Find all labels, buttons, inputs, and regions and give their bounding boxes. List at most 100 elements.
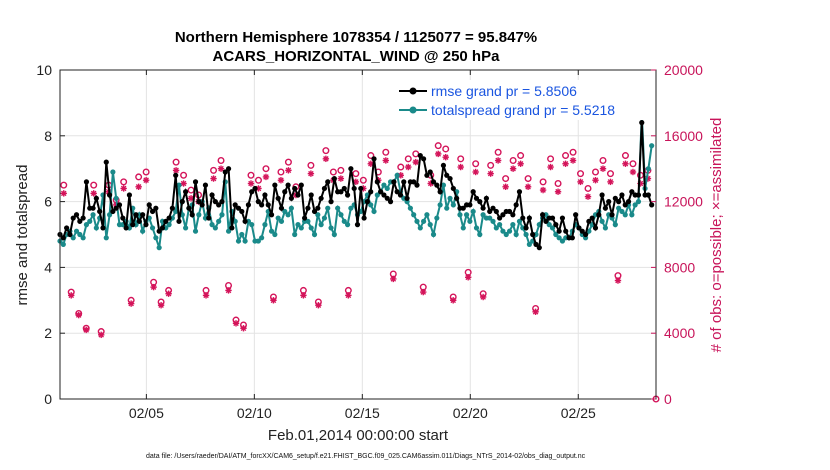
rmse-point [513, 202, 519, 208]
rmse-point [520, 215, 526, 221]
rmse-point [371, 156, 377, 162]
rmse-point [523, 225, 529, 231]
rmse-point [192, 179, 199, 185]
rmse-point [275, 195, 281, 201]
rmse-markers [57, 120, 655, 251]
rmse-point [232, 202, 238, 208]
obs-possible-point [487, 161, 495, 169]
rmse-point [225, 166, 232, 172]
rmse-point [146, 202, 152, 208]
rmse-point [625, 199, 632, 205]
rmse-point [510, 212, 516, 218]
totalspread-point [325, 205, 331, 211]
legend-marker-totalspread [409, 106, 417, 114]
totalspread-point [318, 222, 324, 228]
totalspread-point [235, 238, 242, 244]
rmse-point [450, 185, 456, 192]
x-tick-label: 02/15 [345, 405, 380, 421]
obs-assimilated-point [412, 158, 419, 166]
obs-possible-point [494, 148, 502, 156]
rmse-point [434, 182, 440, 188]
rmse-point [315, 205, 321, 211]
totalspread-point [166, 222, 172, 228]
totalspread-point [430, 231, 437, 238]
rmse-point [421, 156, 427, 162]
rmse-point [212, 199, 218, 205]
obs-assimilated-point [60, 190, 67, 197]
rmse-point [556, 228, 562, 234]
rmse-point [401, 179, 407, 185]
obs-assimilated-point [539, 186, 547, 194]
obs-possible-point [337, 166, 345, 174]
y2-tick-label: 12000 [664, 194, 703, 210]
totalspread-point [176, 182, 182, 188]
rmse-point [321, 185, 328, 192]
rmse-point [229, 225, 235, 231]
rmse-point [629, 189, 635, 195]
totalspread-point [622, 212, 628, 218]
rmse-point [156, 228, 162, 234]
totalspread-point [470, 208, 476, 215]
rmse-point [196, 199, 202, 205]
totalspread-point [546, 222, 552, 228]
obs-assimilated-point [172, 167, 180, 174]
obs-assimilated-point [382, 157, 389, 164]
rmse-point [199, 202, 205, 208]
totalspread-point [421, 218, 427, 224]
obs-assimilated-point [607, 178, 614, 186]
plot-frame [59, 69, 657, 400]
rmse-point [305, 205, 311, 211]
rmse-point [454, 195, 460, 201]
totalspread-point [368, 202, 374, 208]
rmse-point [589, 215, 595, 221]
obs-possible-point [569, 148, 577, 156]
y2-tick-label: 8000 [664, 259, 695, 275]
totalspread-point [407, 205, 413, 211]
obs-possible-point [404, 155, 412, 163]
rmse-point [622, 202, 628, 208]
rmse-point [414, 182, 420, 188]
obs-assimilated-point [390, 275, 397, 283]
totalspread-point [556, 235, 562, 241]
y2-tick-label: 16000 [664, 128, 703, 144]
obs-possible-point [254, 176, 262, 184]
obs-possible-point [307, 161, 315, 169]
obs-assimilated-point [524, 183, 532, 190]
obs-assimilated-point [232, 320, 240, 327]
rmse-point [163, 218, 169, 224]
obs-possible-point [277, 168, 285, 176]
totalspread-point [106, 212, 113, 218]
rmse-point [288, 195, 294, 201]
totalspread-point [632, 202, 638, 208]
obs-assimilated-point [494, 157, 502, 164]
rmse-point [90, 205, 96, 211]
totalspread-point [414, 218, 420, 224]
totalspread-point [212, 225, 218, 231]
totalspread-point [173, 208, 179, 215]
rmse-point [536, 245, 542, 251]
obs-assimilated-point [68, 292, 75, 299]
totalspread-point [156, 245, 162, 251]
rmse-point [100, 225, 106, 231]
totalspread-point [292, 231, 298, 238]
totalspread-point [315, 212, 321, 218]
totalspread-point [437, 202, 443, 208]
rmse-point [381, 192, 387, 198]
axes-layer: 02/05 02/10 02/15 02/20 02/25 0 2 4 6 8 10 0 4000 800… [36, 62, 703, 421]
totalspread-point [278, 218, 285, 224]
totalspread-point [559, 238, 566, 244]
rmse-point [120, 215, 126, 221]
rmse-point [364, 199, 371, 205]
obs-assimilated-point [442, 153, 449, 161]
totalspread-point [381, 182, 387, 188]
rmse-point [553, 222, 559, 228]
legend-marker-rmse [409, 87, 417, 95]
obs-assimilated-point [577, 178, 584, 186]
rmse-point [262, 192, 268, 198]
rmse-point [397, 192, 404, 198]
obs-assimilated-point [165, 290, 172, 297]
rmse-point [586, 218, 592, 224]
totalspread-point [308, 225, 314, 231]
obs-possible-point [434, 142, 442, 150]
